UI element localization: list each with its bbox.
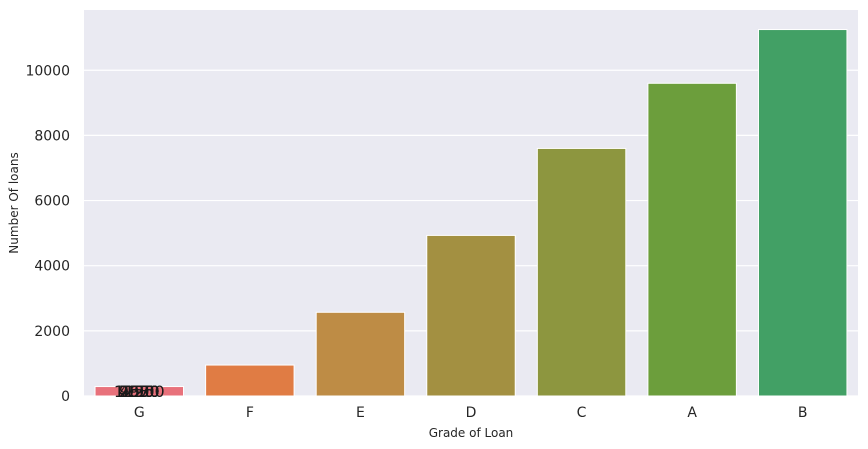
y-tick-4000: 4000: [34, 259, 70, 275]
bar-E: [315, 311, 406, 397]
bar-D: [426, 234, 516, 397]
x-tick-B: B: [798, 405, 808, 421]
count-label-1: 950: [124, 382, 155, 401]
bar-G: [94, 386, 185, 397]
y-axis-label: Number Of loans: [7, 152, 21, 253]
y-tick-8000: 8000: [34, 128, 70, 144]
count-label-6: 11250: [114, 382, 165, 401]
bar-C: [536, 147, 627, 397]
x-tick-E: E: [356, 405, 365, 421]
bar-A: [647, 82, 737, 397]
bar-B: [757, 29, 848, 397]
count-label-3: 4930: [119, 382, 160, 401]
y-tick-2000: 2000: [34, 324, 70, 340]
x-tick-F: F: [246, 405, 254, 421]
count-label-5: 9600: [119, 382, 160, 401]
x-tick-C: C: [577, 405, 587, 421]
x-tick-G: G: [134, 405, 145, 421]
y-tick-0: 0: [61, 389, 70, 405]
count-label-2: 2570: [119, 382, 160, 401]
y-tick-10000: 10000: [25, 63, 70, 79]
x-axis-label: Grade of Loan: [429, 426, 514, 440]
count-label-0: 290: [124, 382, 155, 401]
x-tick-D: D: [466, 405, 477, 421]
y-tick-6000: 6000: [34, 194, 70, 210]
bar-F: [205, 364, 295, 397]
y-tick-labels: 0 2000 4000 6000 8000 10000: [25, 63, 70, 405]
count-label-4: 7600: [119, 382, 160, 401]
x-tick-A: A: [687, 405, 697, 421]
bars: [94, 29, 848, 397]
